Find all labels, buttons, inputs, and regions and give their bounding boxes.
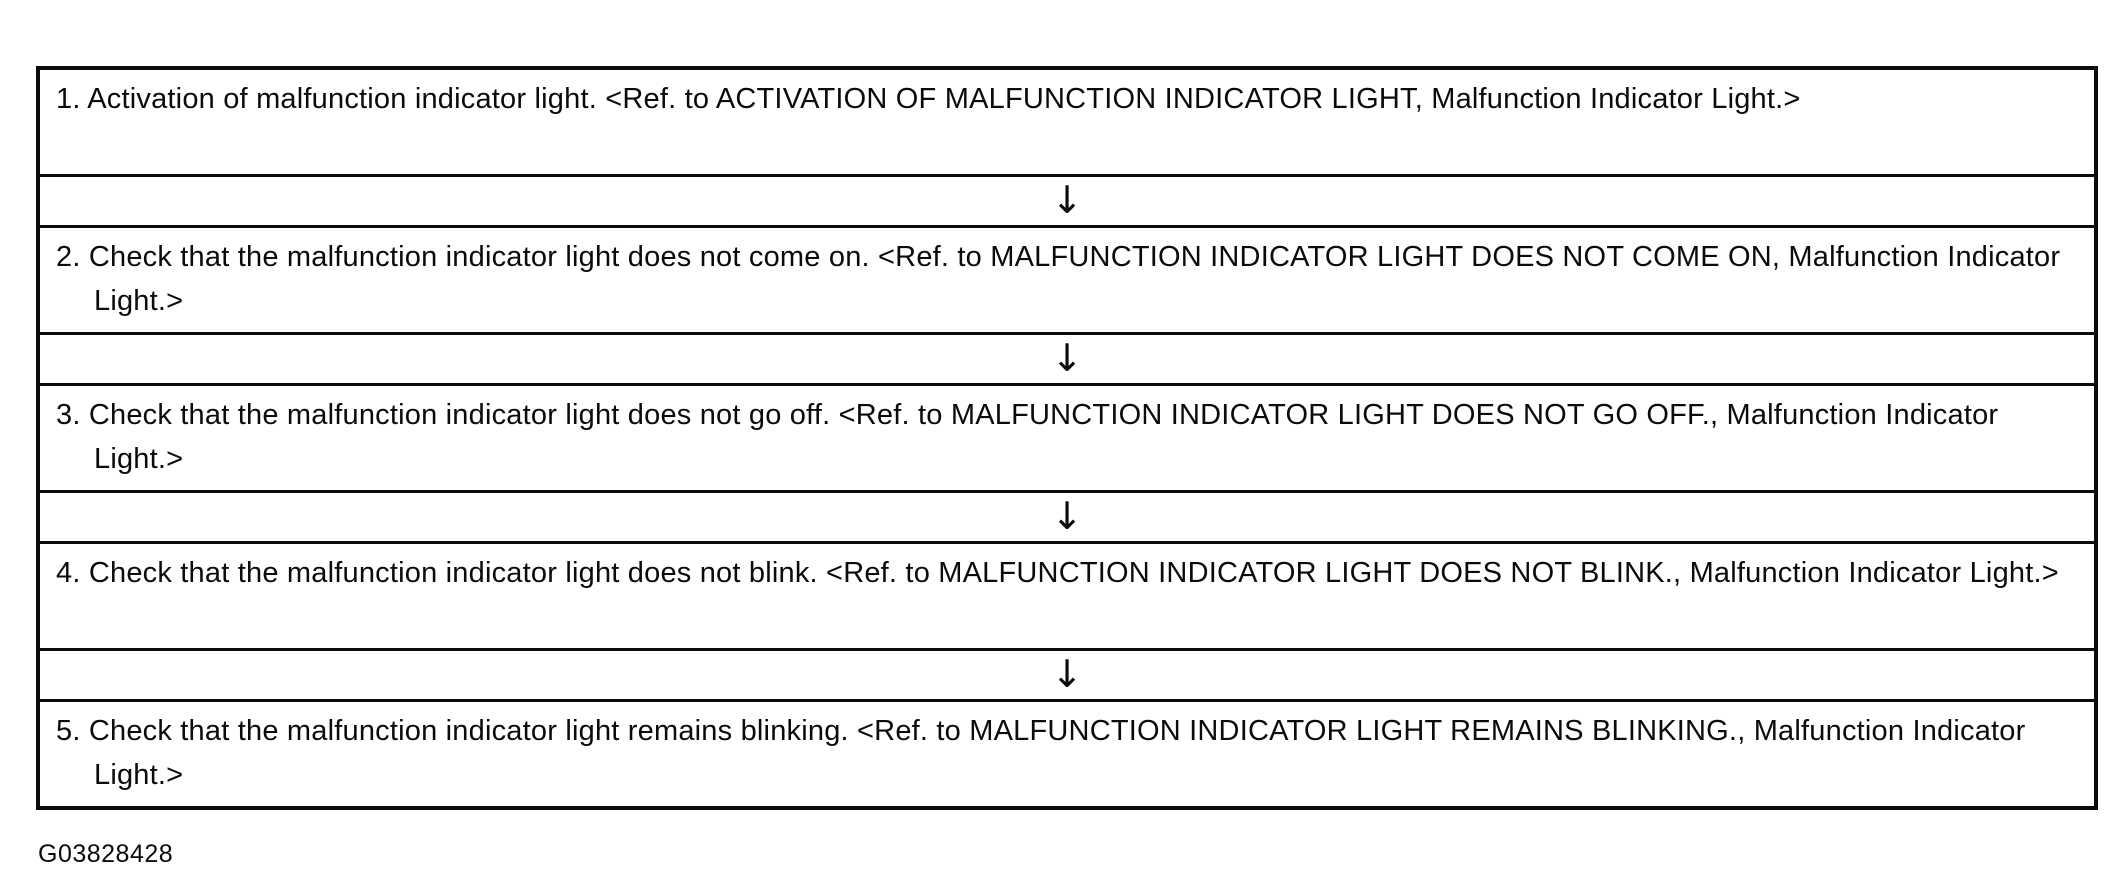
flow-step-5-text: 5. Check that the malfunction indicator … [56,715,2026,791]
flow-step-2-text: 2. Check that the malfunction indicator … [56,241,2061,317]
down-arrow-icon: ↓ [1051,178,1083,222]
connector-row-2: ↓ [40,332,2094,383]
flow-step-1-text: 1. Activation of malfunction indicator l… [56,83,1801,115]
down-arrow-icon: ↓ [1051,652,1083,696]
flow-step-4-text: 4. Check that the malfunction indicator … [56,557,2059,589]
flow-step-2: 2. Check that the malfunction indicator … [40,225,2094,332]
down-arrow-icon: ↓ [1051,494,1083,538]
flow-step-4: 4. Check that the malfunction indicator … [40,541,2094,648]
figure-id-label: G03828428 [38,840,174,868]
flow-step-1: 1. Activation of malfunction indicator l… [40,70,2094,174]
connector-row-4: ↓ [40,648,2094,699]
flow-step-3: 3. Check that the malfunction indicator … [40,383,2094,490]
connector-row-3: ↓ [40,490,2094,541]
flow-step-3-text: 3. Check that the malfunction indicator … [56,399,1999,475]
flowchart: 1. Activation of malfunction indicator l… [36,66,2098,810]
down-arrow-icon: ↓ [1051,336,1083,380]
connector-row-1: ↓ [40,174,2094,225]
flow-step-5: 5. Check that the malfunction indicator … [40,699,2094,806]
